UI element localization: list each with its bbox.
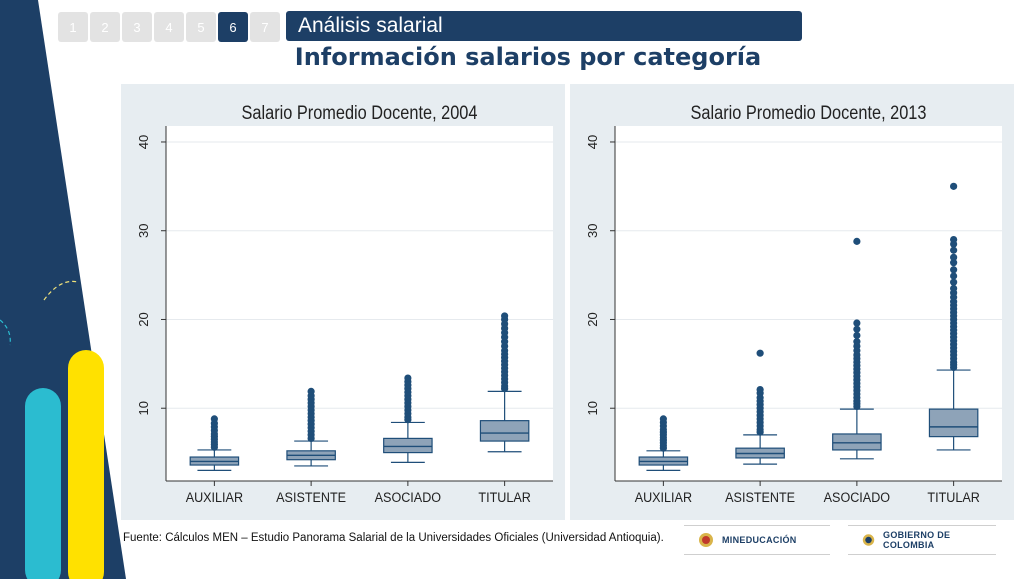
section-title-bar: Análisis salarial — [286, 11, 802, 41]
box-iqr — [383, 437, 433, 454]
y-tick-label: 30 — [136, 223, 151, 237]
y-tick-label: 20 — [136, 312, 151, 326]
coat-of-arms-icon — [862, 534, 875, 546]
mineducacion-logo: MINEDUCACIÓN — [684, 525, 830, 555]
outlier-point — [950, 284, 958, 293]
box-plot-2004: Salario Promedio Docente, 2004 10 20 30 40 AU… — [136, 102, 553, 505]
y-tick-label: 40 — [136, 135, 151, 149]
x-category-label: ASISTENTE — [725, 489, 795, 505]
outlier-point — [950, 236, 958, 244]
outlier-point — [853, 319, 861, 327]
x-category-label: TITULAR — [927, 489, 979, 505]
x-category-label: ASOCIADO — [824, 489, 890, 505]
outlier-point — [950, 272, 958, 280]
slide-1-button[interactable]: 1 — [58, 12, 88, 42]
box-plot-2013: Salario Promedio Docente, 2013 10 20 30 40 AU… — [585, 102, 1002, 505]
outlier-point — [950, 253, 958, 261]
outlier-point — [950, 259, 958, 267]
box-iqr — [928, 408, 979, 438]
outlier-point — [659, 415, 667, 423]
slide-navigation: 1 2 3 4 5 6 7 — [58, 12, 280, 42]
y-tick-label: 40 — [585, 135, 600, 149]
mineducacion-logo-text: MINEDUCACIÓN — [722, 535, 797, 545]
slide-4-button[interactable]: 4 — [154, 12, 184, 42]
outlier-point — [950, 266, 958, 274]
x-category-label: TITULAR — [478, 489, 530, 505]
y-tick-label: 10 — [585, 401, 600, 415]
box-iqr — [479, 420, 530, 442]
outlier-point — [853, 237, 861, 245]
outlier-point — [404, 374, 412, 382]
y-tick-label: 20 — [585, 312, 600, 326]
outlier-point — [853, 331, 861, 340]
page-title: Información salarios por categoría — [294, 43, 762, 71]
outlier-point — [853, 338, 861, 346]
outlier-point — [307, 387, 315, 395]
outlier-point — [950, 182, 958, 190]
x-category-label: AUXILIAR — [186, 489, 243, 505]
decorative-side-shapes — [0, 0, 126, 579]
outlier-point — [756, 349, 764, 357]
coat-of-arms-icon — [699, 533, 713, 547]
x-category-label: ASISTENTE — [276, 489, 346, 505]
outlier-point — [853, 325, 861, 333]
outlier-point — [501, 312, 509, 320]
x-category-label: AUXILIAR — [635, 489, 692, 505]
outlier-point — [210, 415, 218, 423]
y-tick-label: 30 — [585, 223, 600, 237]
gobierno-de-colombia-logo: GOBIERNO DE COLOMBIA — [848, 525, 996, 555]
x-category-label: ASOCIADO — [375, 489, 441, 505]
chart-title: Salario Promedio Docente, 2013 — [691, 102, 927, 123]
slide-5-button[interactable]: 5 — [186, 12, 216, 42]
gobierno-logo-text: GOBIERNO DE COLOMBIA — [883, 530, 951, 550]
chart-title: Salario Promedio Docente, 2004 — [242, 102, 478, 123]
chart-panel-2004: Salario Promedio Docente, 2004 10 20 30 40 AU… — [121, 84, 565, 520]
outlier-point — [756, 385, 764, 394]
outlier-point — [950, 278, 958, 286]
slide-3-button[interactable]: 3 — [122, 12, 152, 42]
slide-7-button[interactable]: 7 — [250, 12, 280, 42]
y-tick-label: 10 — [136, 401, 151, 415]
slide-2-button[interactable]: 2 — [90, 12, 120, 42]
slide-6-button-active[interactable]: 6 — [218, 12, 248, 42]
chart-panel-2013: Salario Promedio Docente, 2013 10 20 30 40 AU… — [570, 84, 1014, 520]
box-iqr — [832, 433, 882, 451]
outlier-point — [950, 246, 958, 254]
source-note: Fuente: Cálculos MEN – Estudio Panorama … — [123, 532, 664, 544]
